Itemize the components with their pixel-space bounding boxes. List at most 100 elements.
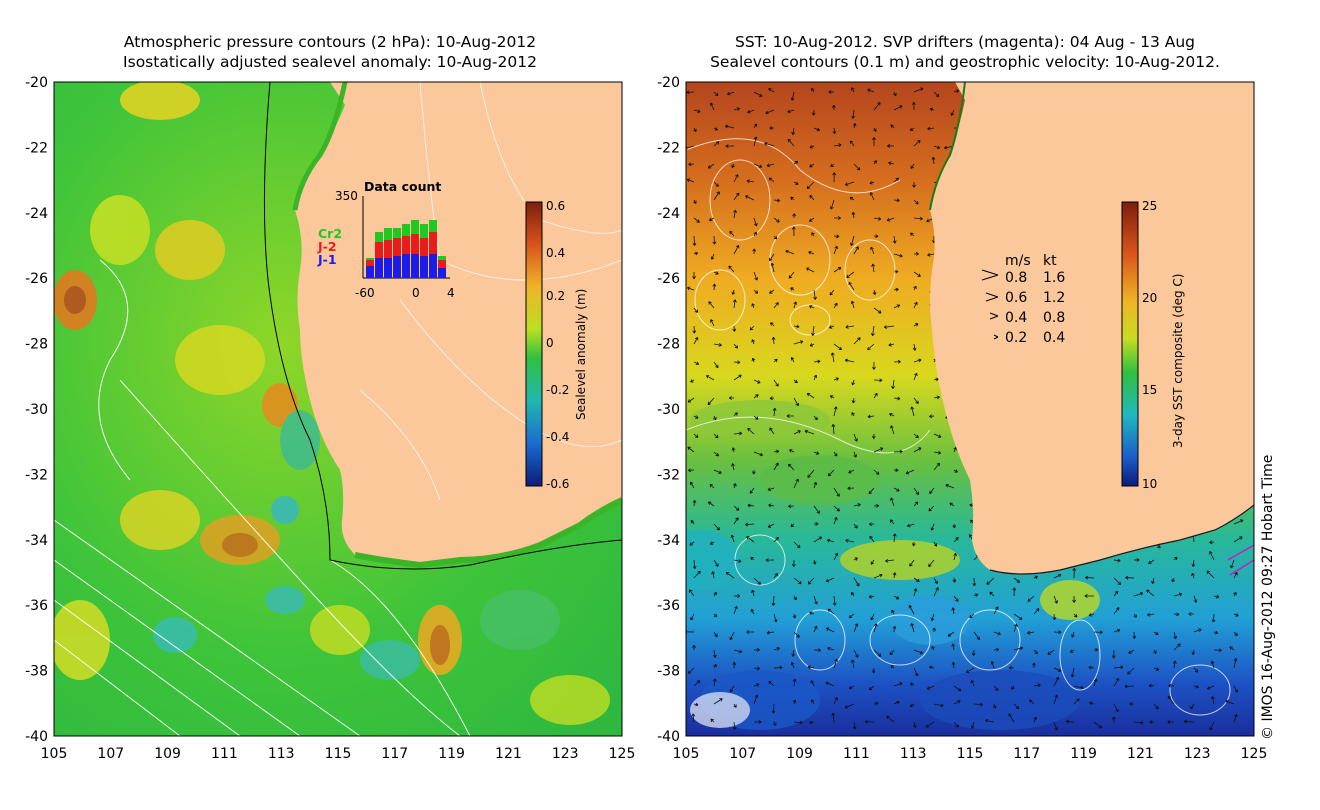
velocity-arrow (733, 605, 738, 615)
right-lon-label: 115 (957, 746, 984, 762)
velocity-arrow (913, 649, 924, 655)
velocity-arrow (731, 447, 736, 453)
velocity-arrow (793, 720, 803, 725)
velocity-arrow (773, 358, 778, 363)
velocity-arrow (1188, 612, 1195, 616)
velocity-arrow (883, 325, 895, 329)
velocity-arrow (753, 379, 761, 384)
velocity-arrow (846, 271, 855, 278)
velocity-arrow (809, 720, 815, 725)
velocity-arrow (965, 667, 975, 673)
velocity-arrow (913, 447, 922, 453)
velocity-arrow (811, 325, 815, 336)
velocity-arrow (908, 604, 915, 615)
inset-bar (438, 260, 446, 268)
left-panel-title: Atmospheric pressure contours (2 hPa): 1… (90, 32, 570, 72)
left-title-line1: Atmospheric pressure contours (2 hPa): 1… (123, 33, 537, 51)
velocity-arrow (793, 181, 799, 185)
left-lat-label: -32 (25, 467, 48, 483)
velocity-arrow (1008, 713, 1015, 723)
velocity-arrow (1148, 559, 1155, 565)
velocity-arrow (868, 685, 875, 691)
velocity-arrow (731, 163, 735, 168)
velocity-arrow (1008, 665, 1015, 670)
velocity-arrow (753, 720, 762, 724)
velocity-arrow (993, 647, 1000, 652)
velocity-arrow (850, 659, 855, 669)
australia-land (295, 82, 622, 565)
velocity-arrow (852, 721, 857, 730)
velocity-arrow (893, 304, 901, 309)
velocity-arrow (710, 319, 715, 327)
inset-bar (429, 220, 437, 232)
velocity-arrow (690, 520, 695, 525)
velocity-arrow (729, 230, 735, 237)
right-lat-label: -34 (657, 533, 680, 549)
velocity-arrow (753, 694, 759, 705)
velocity-arrow (1127, 667, 1135, 675)
velocity-arrow (833, 505, 840, 512)
velocity-arrow (1065, 719, 1075, 724)
south-coast-strip (354, 497, 622, 569)
velocity-arrow (1153, 703, 1159, 710)
velocity-arrow (693, 307, 699, 313)
velocity-arrow (768, 253, 775, 262)
velocity-arrow (791, 559, 796, 567)
velocity-arrow (769, 396, 775, 401)
velocity-arrow (713, 361, 719, 369)
key-arrow-3 (989, 312, 999, 320)
velocity-arrow (1033, 649, 1038, 655)
velocity-arrow (713, 141, 720, 147)
velocity-arrow (692, 645, 696, 651)
velocity-arrow (747, 427, 755, 435)
velocity-arrow (831, 712, 836, 723)
left-map-frame (53, 81, 623, 737)
right-map-frame (685, 81, 1255, 737)
velocity-arrow (930, 613, 935, 622)
velocity-arrow (833, 245, 839, 255)
velocity-arrow (688, 589, 695, 597)
velocity-arrow (873, 216, 882, 221)
velocity-arrow (1113, 577, 1122, 586)
velocity-arrow (753, 123, 758, 129)
velocity-arrow (871, 433, 876, 439)
velocity-arrow (1088, 612, 1095, 617)
velocity-arrow (789, 449, 795, 453)
velocity-arrow (930, 523, 935, 531)
velocity-arrow (708, 217, 715, 222)
inset-x-label-1: -60 (355, 286, 375, 300)
velocity-arrow (972, 577, 977, 587)
coast-line-right (929, 82, 966, 211)
velocity-arrow (733, 192, 740, 201)
velocity-arrow (772, 407, 777, 417)
velocity-arrow (833, 302, 838, 309)
velocity-arrow (1073, 685, 1084, 690)
sla-colorbar: 0.6 0.4 0.2 0 -0.2 -0.4 -0.6 Sealevel an… (525, 199, 588, 491)
velocity-arrow (1125, 575, 1135, 580)
velocity-arrow (733, 517, 739, 525)
velocity-arrow (765, 558, 775, 562)
velocity-arrow (813, 595, 818, 605)
velocity-arrow (913, 397, 919, 405)
velocity-arrow (687, 446, 695, 453)
velocity-arrow (790, 91, 795, 101)
velocity-arrow (711, 571, 715, 579)
velocity-arrow (791, 226, 796, 237)
sst-tick-2: 20 (1142, 291, 1157, 305)
inset-ymax: 350 (335, 189, 358, 203)
velocity-arrow (1209, 721, 1215, 731)
velocity-arrow (713, 663, 717, 669)
velocity-arrow (733, 209, 737, 219)
velocity-arrow (1173, 556, 1178, 561)
left-lat-label: -26 (25, 271, 48, 287)
velocity-arrow (872, 289, 877, 296)
velocity-arrow (1033, 608, 1040, 615)
right-lat-label: -36 (657, 598, 680, 614)
velocity-arrow (890, 497, 895, 507)
velocity-arrow (848, 685, 855, 690)
velocity-arrow (806, 181, 815, 190)
velocity-arrow (746, 630, 755, 634)
velocity-arrow (888, 342, 895, 347)
velocity-arrow (751, 589, 755, 597)
velocity-arrow (929, 414, 935, 419)
